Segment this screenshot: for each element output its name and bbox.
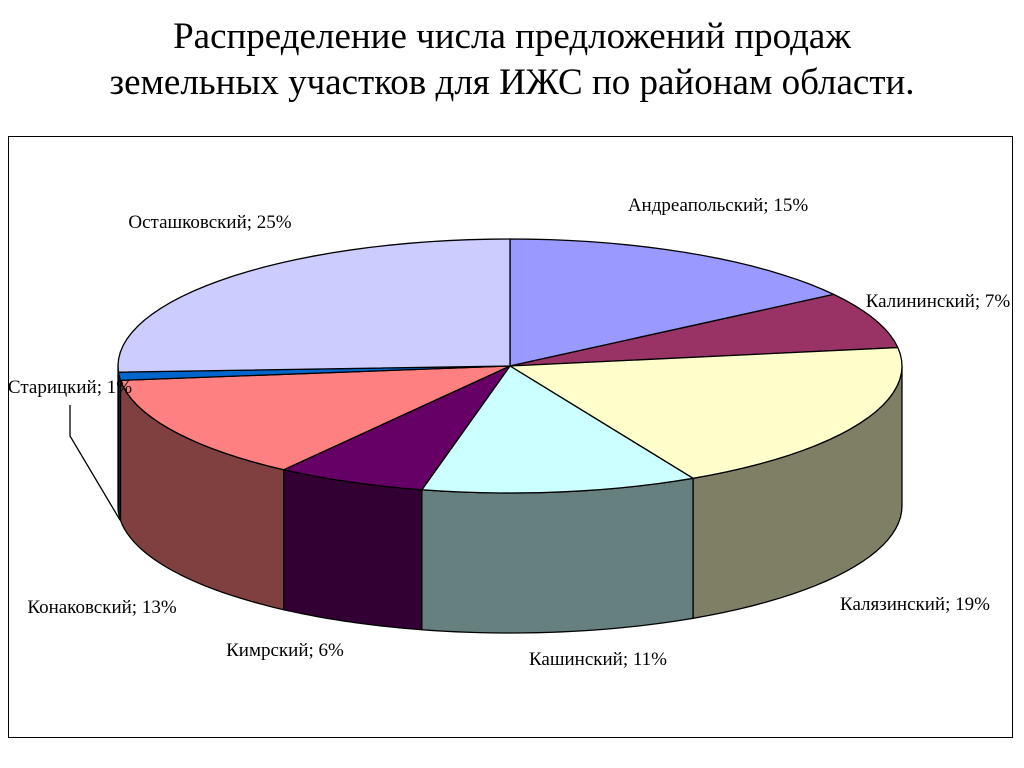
chart-title: Распределение числа предложений продаж з… <box>0 14 1024 106</box>
pie-side-5 <box>283 469 423 631</box>
pie-side-4 <box>421 477 694 634</box>
pie-slice-4 <box>421 365 694 494</box>
slice-label-4: Кашинский; 11% <box>529 649 667 670</box>
slice-label-3: Калязинский; 19% <box>840 594 990 615</box>
pie-tops <box>117 238 903 494</box>
slice-label-6: Конаковский; 13% <box>27 597 176 618</box>
slice-label-7: Старицкий; 1% <box>8 377 132 398</box>
slice-label-8: Осташковский; 25% <box>128 212 291 233</box>
pie-slice-2 <box>509 293 899 367</box>
pie-labels: Андреапольский; 15% Калининский; 7% Калязи… <box>8 195 1011 670</box>
slice-label-1: Андреапольский; 15% <box>628 195 808 216</box>
slice-label-2: Калининский; 7% <box>866 291 1011 312</box>
pie-slice-1 <box>509 238 835 367</box>
pie-slice-5 <box>283 365 511 491</box>
slice-label-5: Кимрский; 6% <box>226 640 344 661</box>
pie-slice-6 <box>119 365 511 471</box>
pie-slice-3 <box>509 346 903 479</box>
pie-sides <box>117 365 903 634</box>
chart-title-line-1: Распределение числа предложений продаж <box>173 16 851 57</box>
chart-title-line-2: земельных участков для ИЖС по районам об… <box>109 62 915 103</box>
leader-line-starickiy <box>69 405 121 521</box>
pie-slice-8 <box>117 238 511 373</box>
